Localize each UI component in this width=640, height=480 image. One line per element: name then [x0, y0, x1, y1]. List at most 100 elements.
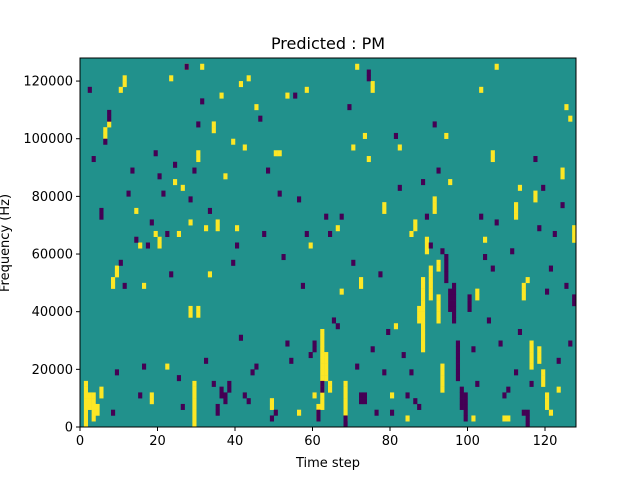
x-tick-label: 100	[455, 434, 480, 449]
heatmap-cell-low	[227, 380, 232, 387]
heatmap-cell-high	[545, 398, 550, 405]
y-tick-label: 60000	[32, 248, 73, 263]
x-tick-label: 40	[227, 434, 244, 449]
heatmap-cell-high	[134, 207, 139, 214]
heatmap-cell-low	[312, 346, 317, 353]
heatmap-cell-high	[514, 207, 519, 214]
heatmap-cell-high	[304, 86, 309, 93]
heatmap-cell-high	[320, 398, 325, 405]
heatmap-cell-high	[138, 242, 143, 249]
heatmap-cell-high	[421, 340, 426, 347]
heatmap-cell-low	[541, 184, 546, 191]
heatmap-cell-high	[83, 380, 89, 387]
heatmap-cell-high	[188, 305, 193, 312]
heatmap-cell-high	[421, 294, 426, 301]
heatmap-cell-low	[343, 415, 348, 422]
y-axis: 0 20000 40000 60000 80000 100000 120000	[23, 75, 80, 436]
heatmap-cell-low	[145, 242, 151, 249]
heatmap-cell-low	[463, 398, 468, 405]
heatmap-cell-high	[359, 277, 364, 284]
heatmap-cell-high	[103, 132, 108, 139]
heatmap-cell-high	[223, 173, 228, 180]
heatmap-cell-high	[440, 375, 445, 382]
heatmap-cell-high	[196, 156, 201, 163]
heatmap-cell-low	[413, 398, 418, 405]
heatmap-cell-high	[320, 375, 325, 382]
heatmap-cell-low	[452, 317, 457, 324]
heatmap-cell-high	[235, 225, 240, 232]
heatmap-cell-low	[204, 357, 209, 364]
heatmap-cell-high	[114, 271, 120, 278]
heatmap-cell-low	[242, 392, 247, 399]
heatmap-cell-low	[192, 167, 197, 174]
heatmap-cell-low	[533, 156, 538, 163]
heatmap-cell-high	[483, 236, 488, 243]
heatmap-cell-high	[122, 75, 127, 82]
heatmap-cell-low	[401, 352, 406, 359]
heatmap-cell-high	[440, 386, 445, 393]
heatmap-cell-low	[436, 167, 441, 174]
heatmap-cell-high	[521, 294, 526, 301]
heatmap-cell-high	[157, 236, 162, 243]
heatmap-cell-high	[490, 150, 495, 157]
heatmap-cell-high	[421, 317, 426, 324]
heatmap-cell-high	[308, 242, 313, 249]
heatmap-cell-high	[537, 357, 542, 364]
heatmap-cell-high	[572, 230, 577, 237]
heatmap-cell-low	[184, 63, 189, 70]
heatmap-cell-low	[537, 225, 542, 232]
heatmap-cell-high	[533, 190, 538, 197]
heatmap-cell-high	[324, 357, 329, 364]
heatmap-cell-high	[157, 242, 162, 249]
plot-frame	[79, 57, 577, 428]
heatmap-cell-low	[452, 294, 457, 301]
heatmap-cell-high	[149, 398, 154, 405]
heatmap-cell-high	[192, 403, 197, 410]
heatmap-cell-high	[324, 369, 329, 376]
heatmap-cell-low	[448, 300, 453, 307]
heatmap-cell-high	[324, 375, 329, 382]
heatmap-cell-low	[514, 369, 519, 376]
y-tick-label: 0	[65, 421, 73, 436]
heatmap-cell-high	[541, 369, 546, 376]
heatmap-cell-low	[176, 375, 182, 382]
heatmap-cell-low	[452, 288, 457, 295]
heatmap-cell-high	[176, 230, 182, 237]
heatmap-cell-high	[428, 265, 433, 272]
heatmap-cell-high	[343, 398, 348, 405]
heatmap-cell-high	[421, 288, 426, 295]
heatmap-cell-low	[285, 340, 290, 347]
heatmap-cell-high	[529, 357, 534, 364]
heatmap-cell-low	[421, 179, 426, 186]
heatmap-cell-high	[87, 403, 92, 410]
heatmap-cell-high	[355, 63, 360, 70]
heatmap-cell-low	[483, 254, 488, 261]
heatmap-cell-low	[316, 415, 321, 422]
heatmap-cell-low	[219, 386, 224, 393]
heatmap-cell-low	[211, 380, 216, 387]
heatmap-cell-low	[366, 69, 371, 76]
heatmap-cell-high	[204, 225, 209, 232]
heatmap-cell-low	[277, 190, 282, 197]
heatmap-cell-high	[269, 403, 275, 410]
heatmap-cell-high	[320, 334, 325, 341]
heatmap-cell-high	[188, 219, 193, 226]
heatmap-cell-high	[87, 392, 92, 399]
heatmap-cell-low	[370, 346, 375, 353]
heatmap-cell-low	[103, 138, 108, 145]
heatmap-cell-high	[506, 415, 511, 422]
heatmap-cell-low	[343, 421, 348, 428]
heatmap-cell-low	[331, 317, 337, 324]
heatmap-cell-high	[219, 92, 224, 99]
heatmap-cell-low	[490, 265, 495, 272]
heatmap-cell-low	[153, 150, 158, 157]
heatmap-cell-high	[254, 104, 259, 111]
heatmap-cell-high	[343, 409, 348, 416]
heatmap-cell-high	[572, 236, 577, 243]
heatmap-cell-low	[293, 92, 298, 99]
heatmap-cell-high	[390, 392, 395, 399]
heatmap-cell-low	[556, 357, 561, 364]
heatmap-cell-high	[192, 386, 197, 393]
heatmap-cell-high	[370, 86, 375, 93]
heatmap-cell-low	[390, 409, 395, 416]
